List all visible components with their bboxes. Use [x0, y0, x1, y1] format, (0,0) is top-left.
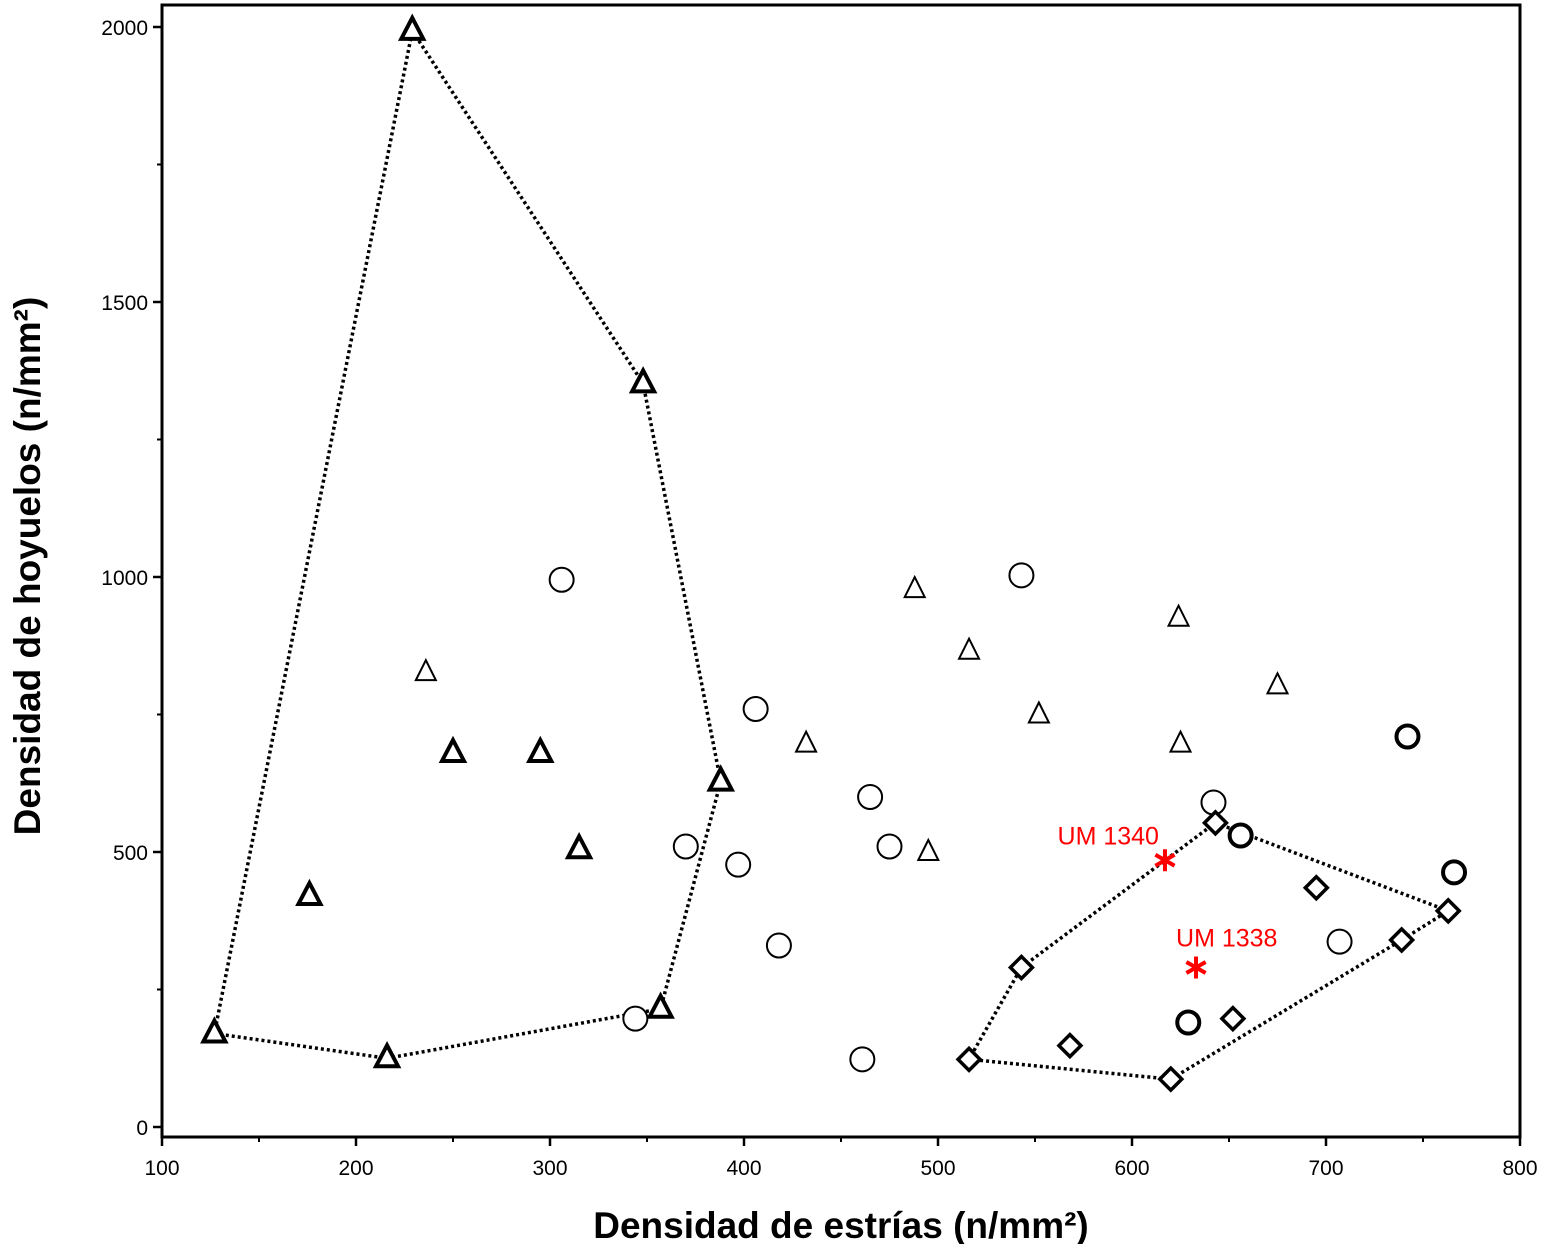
triangle-bold-point	[397, 13, 427, 41]
triangle-point	[1166, 603, 1191, 627]
plot-frame	[160, 3, 1522, 1139]
triangle-bold-point	[646, 991, 675, 1019]
asterisk-stroke	[1154, 853, 1176, 868]
point-annotation: UM 1338	[1176, 925, 1277, 953]
triangle-bold-point	[295, 878, 324, 906]
y-tick-label: 2000	[101, 17, 148, 40]
triangle-bold-point	[628, 366, 658, 394]
axis-ticks: 100 200 300 400 500 600 700 800 0 500 1000 1500 2000	[101, 17, 1537, 1180]
asterisk-stroke	[1185, 960, 1207, 975]
triangle-bold-point	[525, 735, 555, 763]
triangle-bold-point	[564, 831, 594, 860]
x-tick-label: 700	[1308, 1157, 1343, 1180]
y-tick-label: 1000	[101, 567, 148, 590]
hull-layer	[212, 26, 1453, 1081]
circle-bold-point	[1227, 822, 1254, 849]
diamond-bold-point	[955, 1045, 983, 1073]
circle-point	[742, 696, 769, 722]
circle-point	[1200, 789, 1227, 816]
circle-point	[1326, 928, 1353, 955]
circle-point	[548, 566, 575, 593]
triangle-point	[794, 729, 818, 753]
asterisk-point	[1185, 956, 1207, 979]
circle-point	[622, 1005, 649, 1032]
y-tick-label: 1500	[101, 292, 148, 315]
circle-point	[725, 851, 752, 878]
diamond-bold-point	[1157, 1065, 1185, 1093]
circle-bold-point	[1175, 1009, 1202, 1036]
triangle-bold-point	[200, 1016, 229, 1044]
asterisk-point	[1154, 849, 1176, 872]
triangle-point	[916, 837, 940, 861]
diamond-bold-point	[1007, 954, 1035, 981]
diamond-bold-point	[1219, 1005, 1247, 1033]
diamond-bold-point	[1302, 874, 1330, 902]
triangle-point	[1168, 729, 1193, 753]
circle-point	[849, 1046, 876, 1073]
triangle-point	[957, 636, 981, 660]
diamond-bold-point	[1056, 1032, 1084, 1060]
annotation-layer: UM 1340 UM 1338	[1058, 822, 1278, 952]
y-tick-label: 0	[136, 1117, 148, 1140]
x-tick-label: 200	[338, 1157, 373, 1180]
point-annotation: UM 1340	[1058, 822, 1159, 850]
circle-bold-point	[1441, 859, 1468, 886]
x-tick-label: 600	[1114, 1157, 1149, 1180]
circle-point	[876, 833, 903, 860]
hull-outline-1	[212, 26, 723, 1061]
x-axis-title: Densidad de estrías (n/mm²)	[593, 1205, 1089, 1244]
circle-point	[765, 932, 792, 959]
circle-point	[672, 833, 699, 860]
x-tick-label: 500	[920, 1157, 955, 1180]
triangle-bold-point	[438, 735, 468, 763]
triangle-point	[1265, 671, 1290, 695]
y-tick-label: 500	[113, 842, 148, 865]
y-axis-title: Densidad de hoyuelos (n/mm²)	[7, 297, 48, 836]
diamond-bold-point	[1388, 926, 1416, 954]
triangle-point	[414, 657, 438, 682]
triangle-bold-point	[706, 764, 736, 792]
triangle-bold-point	[372, 1040, 402, 1069]
x-tick-label: 400	[726, 1157, 761, 1180]
x-tick-label: 100	[144, 1157, 179, 1180]
marker-layer	[200, 13, 1468, 1093]
diamond-bold-point	[1434, 897, 1462, 925]
x-tick-label: 300	[532, 1157, 567, 1180]
triangle-point	[1027, 700, 1051, 724]
circle-point	[857, 784, 884, 810]
diamond-bold-point	[1201, 809, 1229, 837]
x-tick-label: 800	[1502, 1157, 1537, 1180]
circle-bold-point	[1394, 723, 1421, 750]
triangle-point	[903, 574, 927, 599]
circle-point	[1008, 562, 1035, 589]
